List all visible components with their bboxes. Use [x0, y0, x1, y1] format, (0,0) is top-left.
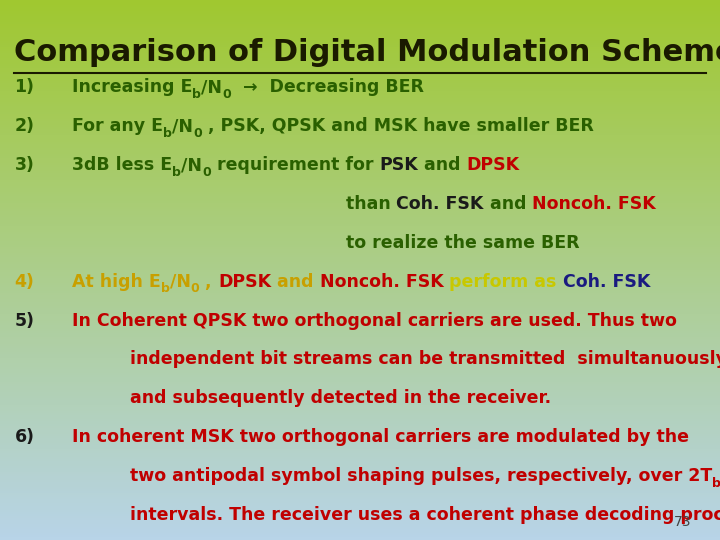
Text: /N: /N: [172, 117, 193, 135]
Text: In coherent MSK two orthogonal carriers are modulated by the: In coherent MSK two orthogonal carriers …: [72, 428, 689, 446]
Text: For any E: For any E: [72, 117, 163, 135]
Text: 2): 2): [14, 117, 35, 135]
Text: /N: /N: [170, 273, 191, 291]
Text: 6): 6): [14, 428, 35, 446]
Text: 0: 0: [222, 88, 231, 101]
Text: and: and: [484, 195, 532, 213]
Text: 1): 1): [14, 78, 35, 96]
Text: Noncoh. FSK: Noncoh. FSK: [532, 195, 656, 213]
Text: , PSK, QPSK and MSK have smaller BER: , PSK, QPSK and MSK have smaller BER: [202, 117, 593, 135]
Text: and subsequently detected in the receiver.: and subsequently detected in the receive…: [130, 389, 551, 407]
Text: 3): 3): [14, 156, 35, 174]
Text: DPSK: DPSK: [467, 156, 520, 174]
Text: 4): 4): [14, 273, 35, 291]
Text: PSK: PSK: [379, 156, 418, 174]
Text: than: than: [346, 195, 396, 213]
Text: 0: 0: [193, 127, 202, 140]
Text: Increasing E: Increasing E: [72, 78, 192, 96]
Text: to realize the same BER: to realize the same BER: [346, 234, 579, 252]
Text: intervals. The receiver uses a coherent phase decoding process: intervals. The receiver uses a coherent …: [130, 506, 720, 524]
Text: Comparison of Digital Modulation Schemes (3): Comparison of Digital Modulation Schemes…: [14, 38, 720, 67]
Text: /N: /N: [202, 78, 222, 96]
Text: Noncoh. FSK: Noncoh. FSK: [320, 273, 444, 291]
Text: /N: /N: [181, 156, 202, 174]
Text: 5): 5): [14, 312, 35, 329]
Text: DPSK: DPSK: [218, 273, 271, 291]
Text: →  Decreasing BER: → Decreasing BER: [231, 78, 424, 96]
Text: At high E: At high E: [72, 273, 161, 291]
Text: ,: ,: [199, 273, 218, 291]
Text: b: b: [172, 166, 181, 179]
Text: and: and: [271, 273, 320, 291]
Text: In Coherent QPSK two orthogonal carriers are used. Thus two: In Coherent QPSK two orthogonal carriers…: [72, 312, 677, 329]
Text: Coh. FSK: Coh. FSK: [396, 195, 484, 213]
Text: b: b: [163, 127, 172, 140]
Text: b: b: [161, 282, 170, 295]
Text: Coh. FSK: Coh. FSK: [562, 273, 650, 291]
Text: two antipodal symbol shaping pulses, respectively, over 2T: two antipodal symbol shaping pulses, res…: [130, 467, 712, 485]
Text: 0: 0: [191, 282, 199, 295]
Text: 0: 0: [202, 166, 211, 179]
Text: independent bit streams can be transmitted  simultanuously: independent bit streams can be transmitt…: [130, 350, 720, 368]
Text: 73: 73: [674, 515, 691, 529]
Text: b: b: [712, 477, 720, 490]
Text: perform as: perform as: [444, 273, 562, 291]
Text: and: and: [418, 156, 467, 174]
Text: requirement for: requirement for: [211, 156, 379, 174]
Text: b: b: [192, 88, 202, 101]
Text: 3dB less E: 3dB less E: [72, 156, 172, 174]
